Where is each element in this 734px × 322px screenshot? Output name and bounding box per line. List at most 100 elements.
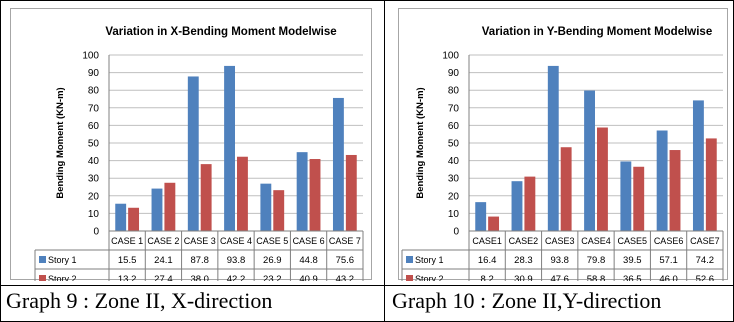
data-table-value: 75.6: [336, 255, 355, 266]
x-tick-label: CASE 7: [329, 236, 361, 246]
bar-story-1: [511, 181, 523, 231]
bar-story-1: [332, 97, 344, 231]
data-table-value: 36.5: [623, 274, 642, 281]
y-tick-label: 80: [448, 86, 460, 97]
y-tick-label: 30: [448, 174, 460, 185]
column-divider: [384, 0, 385, 322]
y-tick-label: 50: [448, 139, 460, 150]
y-axis-label: Bending Moment (KN-m): [55, 87, 66, 198]
data-table-value: 27.4: [154, 274, 173, 281]
y-tick-label: 90: [88, 68, 100, 79]
bar-story-1: [656, 130, 668, 231]
bar-story-2: [237, 156, 248, 231]
x-tick-label: CASE5: [618, 236, 648, 246]
data-table-value: 30.9: [514, 274, 533, 281]
bar-story-2: [200, 164, 212, 231]
bar-story-1: [475, 202, 487, 231]
data-table-value: 93.8: [550, 255, 569, 266]
y-tick-label: 0: [453, 227, 459, 238]
y-tick-label: 60: [448, 121, 460, 132]
x-tick-label: CASE 3: [184, 236, 216, 246]
data-table-value: 74.2: [696, 255, 715, 266]
bar-story-1: [692, 100, 704, 232]
x-tick-label: CASE 6: [293, 236, 325, 246]
data-table-value: 8.2: [481, 274, 494, 281]
y-tick-label: 0: [93, 227, 99, 238]
x-tick-label: CASE7: [690, 236, 720, 246]
data-table-value: 13.2: [118, 274, 137, 281]
y-tick-label: 40: [88, 156, 100, 167]
data-table-value: 28.3: [514, 255, 533, 266]
caption-graph-9: Graph 9 : Zone II, X-direction: [6, 288, 273, 313]
chart-title: Variation in Y-Bending Moment Modelwise: [482, 26, 712, 38]
caption-divider: [0, 285, 734, 286]
bar-story-2: [488, 216, 500, 231]
data-table-value: 44.8: [299, 255, 318, 266]
data-table-value: 79.8: [587, 255, 606, 266]
data-table-value: 40.9: [299, 274, 318, 281]
bar-story-2: [164, 182, 176, 231]
bar-story-1: [151, 188, 163, 231]
y-tick-label: 90: [448, 68, 460, 79]
y-tick-label: 70: [448, 103, 460, 114]
x-tick-label: CASE3: [545, 236, 575, 246]
y-tick-label: 100: [442, 51, 459, 62]
bar-story-1: [260, 183, 272, 231]
y-axis-label: Bending Moment (KN-m): [415, 87, 426, 198]
y-tick-label: 70: [88, 103, 100, 114]
chart-y-svg: Variation in Y-Bending Moment Modelwise 0…: [401, 26, 724, 281]
y-tick-label: 40: [448, 156, 460, 167]
y-tick-label: 30: [88, 174, 100, 185]
y-tick-label: 10: [448, 209, 460, 220]
bar-story-2: [128, 207, 140, 231]
data-table-value: 87.8: [190, 255, 209, 266]
legend-label: Story 1: [48, 255, 77, 265]
bar-story-1: [187, 76, 199, 231]
data-table-value: 52.6: [696, 274, 715, 281]
bar-story-2: [669, 150, 681, 231]
bar-story-2: [345, 154, 357, 231]
data-table-value: 23.2: [263, 274, 282, 281]
data-table-value: 93.8: [227, 255, 246, 266]
legend-swatch: [406, 275, 413, 281]
x-tick-label: CASE 4: [220, 236, 252, 246]
x-tick-label: CASE2: [509, 236, 539, 246]
bar-story-1: [584, 90, 595, 231]
y-tick-label: 80: [88, 86, 100, 97]
chart-x-svg: Variation in X-Bending Moment Modelwise 0…: [34, 26, 364, 281]
bar-story-1: [224, 65, 235, 231]
data-table-value: 15.5: [118, 255, 137, 266]
chart-y-bending-moment: Variation in Y-Bending Moment Modelwise 0…: [398, 8, 728, 281]
chart-x-bending-moment: Variation in X-Bending Moment Modelwise 0…: [10, 8, 372, 281]
data-table-value: 39.5: [623, 255, 642, 266]
bar-story-1: [115, 203, 127, 231]
legend-label: Story 2: [48, 274, 77, 281]
y-tick-label: 50: [88, 139, 100, 150]
legend-swatch: [39, 256, 46, 263]
x-tick-label: CASE 1: [111, 236, 143, 246]
bar-story-1: [620, 161, 632, 231]
y-tick-label: 10: [88, 209, 100, 220]
x-tick-label: CASE6: [654, 236, 684, 246]
bar-story-2: [597, 127, 608, 231]
bar-story-2: [524, 176, 536, 231]
chart-title: Variation in X-Bending Moment Modelwise: [105, 26, 336, 38]
data-table-value: 16.4: [478, 255, 497, 266]
y-tick-label: 20: [448, 191, 460, 202]
data-table-value: 24.1: [154, 255, 173, 266]
data-table-value: 58.8: [587, 274, 606, 281]
data-table-value: 46.0: [659, 274, 678, 281]
data-table-value: 47.6: [550, 274, 569, 281]
data-table-value: 42.2: [227, 274, 246, 281]
bar-story-1: [296, 152, 308, 231]
bar-story-2: [309, 159, 321, 231]
x-tick-label: CASE4: [581, 236, 611, 246]
data-table-value: 26.9: [263, 255, 282, 266]
legend-label: Story 1: [415, 255, 444, 265]
data-table-value: 38.0: [190, 274, 209, 281]
x-tick-label: CASE1: [472, 236, 502, 246]
data-table-value: 57.1: [659, 255, 678, 266]
x-tick-label: CASE 5: [256, 236, 288, 246]
bar-story-1: [547, 65, 559, 231]
y-tick-label: 60: [88, 121, 100, 132]
